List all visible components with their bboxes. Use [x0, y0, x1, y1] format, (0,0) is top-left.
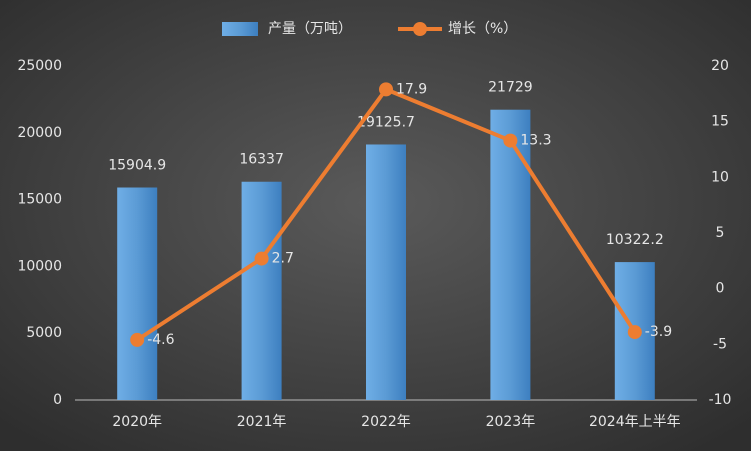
x-tick-label: 2021年 [237, 414, 287, 430]
y-tick-label: 15000 [17, 192, 62, 208]
bar-value-label: 10322.2 [606, 232, 664, 248]
y-tick-label: 10000 [17, 258, 62, 274]
bar [366, 144, 406, 400]
y2-tick-label: 10 [711, 169, 729, 185]
x-tick-label: 2023年 [486, 414, 536, 430]
bar [490, 109, 531, 400]
line-value-label: 17.9 [396, 81, 427, 97]
y2-tick-label: 0 [716, 281, 725, 297]
line-value-label: 13.3 [520, 133, 551, 149]
bar [241, 181, 282, 400]
bar [117, 187, 158, 400]
x-tick-label: 2020年 [112, 414, 162, 430]
bar-value-label: 19125.7 [357, 114, 415, 130]
line-value-label: -4.6 [147, 332, 174, 348]
y-tick-label: 20000 [17, 125, 62, 141]
x-tick-label: 2022年 [361, 414, 411, 430]
line-marker [503, 133, 518, 148]
line-value-label: 2.7 [272, 251, 294, 267]
x-tick-label: 2024年上半年 [589, 414, 681, 430]
legend-swatch [222, 22, 258, 36]
line-value-label: -3.9 [645, 324, 672, 340]
y2-tick-label: 20 [711, 58, 729, 74]
legend-swatch-marker [413, 22, 427, 36]
line-marker [379, 82, 393, 97]
legend-label: 产量（万吨） [268, 21, 352, 37]
y2-tick-label: -5 [713, 336, 727, 352]
line-marker [627, 325, 642, 340]
y2-tick-label: 15 [711, 114, 729, 130]
line-marker [130, 332, 145, 347]
y2-tick-label: -10 [709, 392, 732, 408]
y-tick-label: 5000 [26, 325, 62, 341]
y-tick-label: 25000 [17, 58, 62, 74]
y2-tick-label: 5 [716, 225, 725, 241]
bar-value-label: 21729 [488, 80, 533, 96]
legend-label: 增长（%） [448, 21, 517, 37]
bar-value-label: 16337 [239, 152, 284, 168]
line-marker [254, 251, 269, 266]
y-tick-label: 0 [53, 392, 62, 408]
bar-value-label: 15904.9 [108, 158, 166, 174]
